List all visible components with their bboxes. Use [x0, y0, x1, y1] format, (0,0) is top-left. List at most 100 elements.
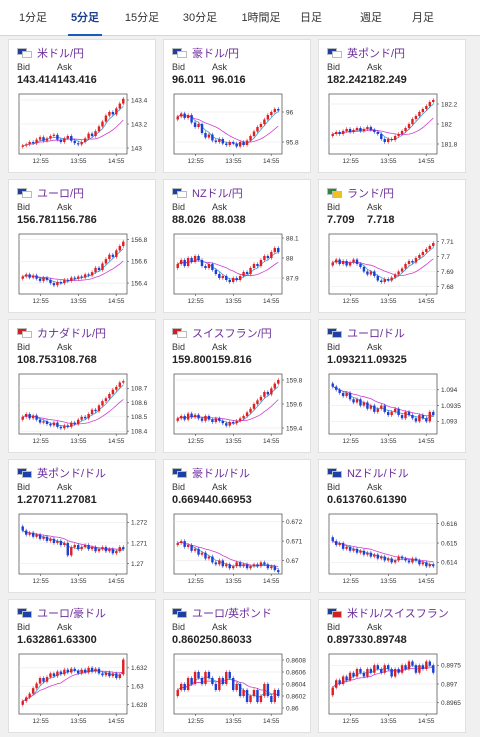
candle-body — [369, 552, 373, 557]
mini-candle-chart[interactable]: 0.616 0.615 0.614 12:55 13:55 14:55 — [327, 512, 461, 590]
pair-link[interactable]: 米ドル/スイスフラン — [347, 608, 449, 620]
pair-link[interactable]: NZドル/円 — [192, 188, 243, 200]
x-tick-label: 12:55 — [187, 298, 204, 305]
pair-link[interactable]: スイスフラン/円 — [192, 328, 272, 340]
pair-link[interactable]: カナダドル/円 — [37, 328, 107, 340]
candle-body — [56, 422, 59, 427]
candle-body — [355, 399, 359, 403]
flag-icon — [17, 188, 32, 198]
candle-body — [366, 669, 369, 677]
tab-1時間足[interactable]: 1時間足 — [241, 12, 281, 24]
rate-card[interactable]: ユーロ/豪ドル Bid Ask 1.63286 1.63300 1.632 1.63 1.62… — [8, 599, 156, 733]
x-tick-label: 13:55 — [380, 298, 397, 305]
rate-card[interactable]: 米ドル/円 Bid Ask 143.414 143.416 143.4 143.2 143 12… — [8, 39, 156, 173]
candle-body — [211, 264, 214, 270]
tab-月足[interactable]: 月足 — [412, 12, 434, 24]
pair-link[interactable]: ユーロ/豪ドル — [37, 608, 107, 620]
mini-candle-chart[interactable]: 7.71 7.7 7.69 7.68 12:55 13:55 14:55 — [327, 232, 461, 310]
candle-body — [397, 669, 400, 673]
rate-card[interactable]: 英ポンド/円 Bid Ask 182.242 182.249 182.2 182 181.8 1… — [318, 39, 466, 173]
rate-card[interactable]: 米ドル/スイスフラン Bid Ask 0.89733 0.89748 0.8975 0.89… — [318, 599, 466, 733]
y-tick-label: 1.628 — [131, 702, 148, 709]
candle-body — [66, 425, 70, 427]
tab-1分足[interactable]: 1分足 — [18, 12, 48, 24]
candle-body — [94, 547, 97, 552]
pair-link[interactable]: ランド/円 — [347, 188, 395, 200]
pair-link[interactable]: 英ポンド/円 — [347, 48, 406, 60]
candle-body — [352, 259, 355, 263]
candle-body — [397, 271, 400, 275]
candle-body — [386, 665, 390, 669]
candle-body — [70, 277, 73, 281]
rate-card[interactable]: 豪ドル/ドル Bid Ask 0.66944 0.66953 0.672 0.671 0.67… — [163, 459, 311, 593]
candle-body — [221, 678, 225, 684]
candle-body — [421, 665, 425, 669]
mini-candle-chart[interactable]: 1.632 1.63 1.628 12:55 13:55 14:55 — [17, 652, 151, 730]
rate-card[interactable]: NZドル/円 Bid Ask 88.026 88.038 88.1 88 87.9 12:55 1… — [163, 179, 311, 313]
tab-30分足[interactable]: 30分足 — [182, 12, 218, 24]
flag-quote-icon — [332, 191, 342, 198]
mini-candle-chart[interactable]: 0.8608 0.8606 0.8604 0.8602 0.86 12:55 13:55 14… — [172, 652, 306, 730]
mini-candle-chart[interactable]: 0.8975 0.897 0.8965 12:55 13:55 14:55 — [327, 652, 461, 730]
mini-candle-chart[interactable]: 182.2 182 181.8 12:55 13:55 14:55 — [327, 92, 461, 170]
candle-body — [66, 542, 70, 556]
candle-body — [101, 121, 104, 127]
pair-link[interactable]: ユーロ/英ポンド — [192, 608, 273, 620]
bid-value: 0.61376 — [327, 494, 367, 506]
candle-body — [228, 422, 231, 426]
rate-card[interactable]: NZドル/ドル Bid Ask 0.61376 0.61390 0.616 0.615 0.6… — [318, 459, 466, 593]
mini-candle-chart[interactable]: 1.094 1.0935 1.093 12:55 13:55 14:55 — [327, 372, 461, 450]
candle-body — [252, 131, 256, 136]
mini-candle-chart[interactable]: 156.8 156.6 156.4 12:55 13:55 14:55 — [17, 232, 151, 310]
candle-body — [176, 264, 179, 268]
card-header: NZドル/ドル — [327, 466, 409, 480]
pair-link[interactable]: 豪ドル/円 — [192, 48, 240, 60]
rate-card[interactable]: 英ポンド/ドル Bid Ask 1.27071 1.27081 1.272 1.271 1.2… — [8, 459, 156, 593]
ask-value: 1.63300 — [57, 634, 97, 646]
rate-card[interactable]: ユーロ/英ポンド Bid Ask 0.86025 0.86033 0.8608 0.8606… — [163, 599, 311, 733]
rate-card[interactable]: ユーロ/ドル Bid Ask 1.09321 1.09325 1.094 1.0935 1.0… — [318, 319, 466, 453]
mini-candle-chart[interactable]: 0.672 0.671 0.67 12:55 13:55 14:55 — [172, 512, 306, 590]
rate-card[interactable]: カナダドル/円 Bid Ask 108.753 108.768 108.7 108.6 108… — [8, 319, 156, 453]
candle-body — [176, 690, 179, 696]
ma-fast-line — [22, 384, 124, 428]
candle-body — [200, 552, 204, 555]
candle-body — [94, 131, 97, 136]
tab-日足[interactable]: 日足 — [300, 12, 322, 24]
x-tick-label: 14:55 — [108, 578, 125, 585]
candle-body — [228, 280, 231, 282]
pair-link[interactable]: 豪ドル/ドル — [192, 468, 251, 480]
candle-body — [366, 552, 369, 555]
pair-link[interactable]: ユーロ/ドル — [347, 328, 406, 340]
rate-card[interactable]: ユーロ/円 Bid Ask 156.781 156.786 156.8 156.6 156.4… — [8, 179, 156, 313]
tab-週足[interactable]: 週足 — [360, 12, 382, 24]
mini-candle-chart[interactable]: 108.7 108.6 108.5 108.4 12:55 13:55 14:55 — [17, 372, 151, 450]
mini-candle-chart[interactable]: 96 95.8 12:55 13:55 14:55 — [172, 92, 306, 170]
rate-card[interactable]: スイスフラン/円 Bid Ask 159.800 159.816 159.8 159.6 15… — [163, 319, 311, 453]
candle-body — [35, 275, 38, 279]
candle-body — [176, 116, 179, 120]
ask-label: Ask — [57, 622, 73, 632]
mini-candle-chart[interactable]: 88.1 88 87.9 12:55 13:55 14:55 — [172, 232, 306, 310]
y-tick-label: 159.8 — [286, 377, 303, 384]
mini-candle-chart[interactable]: 143.4 143.2 143 12:55 13:55 14:55 — [17, 92, 151, 170]
mini-candle-chart[interactable]: 159.8 159.6 159.4 12:55 13:55 14:55 — [172, 372, 306, 450]
mini-candle-chart[interactable]: 1.272 1.271 1.27 12:55 13:55 14:55 — [17, 512, 151, 590]
bid-label: Bid — [17, 202, 31, 212]
pair-link[interactable]: NZドル/ドル — [347, 468, 409, 480]
tab-15分足[interactable]: 15分足 — [124, 12, 160, 24]
ask-value: 159.816 — [212, 354, 252, 366]
candle-body — [63, 279, 66, 284]
flag-icon — [327, 608, 342, 618]
rate-card[interactable]: ランド/円 Bid Ask 7.709 7.718 7.71 7.7 7.69 7.68 12:5… — [318, 179, 466, 313]
pair-link[interactable]: 米ドル/円 — [37, 48, 85, 60]
chart-svg: 1.272 1.271 1.27 12:55 13:55 14:55 — [18, 513, 148, 585]
rate-card[interactable]: 豪ドル/円 Bid Ask 96.011 96.016 96 95.8 12:55 13:55 1… — [163, 39, 311, 173]
pair-link[interactable]: ユーロ/円 — [37, 188, 85, 200]
candle-body — [221, 560, 225, 567]
candle-body — [359, 264, 362, 267]
tab-5分足[interactable]: 5分足 — [62, 0, 108, 37]
pair-link[interactable]: 英ポンド/ドル — [37, 468, 107, 480]
candle-body — [383, 279, 386, 282]
candle-body — [390, 669, 393, 677]
